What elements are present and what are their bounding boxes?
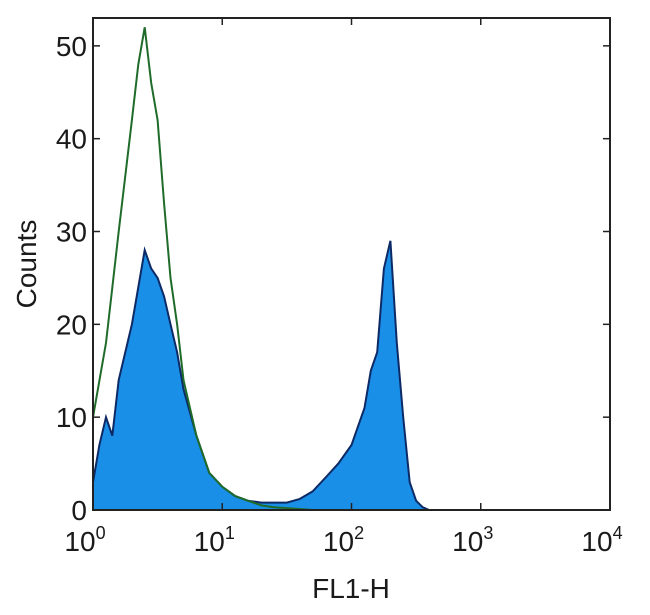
x-tick-label: 104	[581, 523, 622, 557]
series-outline-histogram	[92, 27, 352, 511]
y-tick-label: 0	[71, 495, 87, 526]
series-filled-histogram	[92, 240, 430, 511]
y-axis: 0 10 20 30 40 50	[56, 31, 610, 526]
y-tick-label: 30	[56, 217, 87, 248]
y-tick-label: 10	[56, 402, 87, 433]
y-axis-label: Counts	[11, 220, 42, 309]
x-axis-label: FL1-H	[312, 573, 390, 604]
x-tick-label: 100	[64, 523, 105, 557]
y-tick-label: 20	[56, 309, 87, 340]
x-tick-label: 103	[452, 523, 493, 557]
y-tick-label: 50	[56, 31, 87, 62]
x-tick-label: 101	[194, 523, 235, 557]
x-tick-label: 102	[323, 523, 364, 557]
y-tick-label: 40	[56, 124, 87, 155]
x-axis: 100 101 102 103 104	[64, 18, 623, 557]
series-layer	[92, 27, 430, 511]
